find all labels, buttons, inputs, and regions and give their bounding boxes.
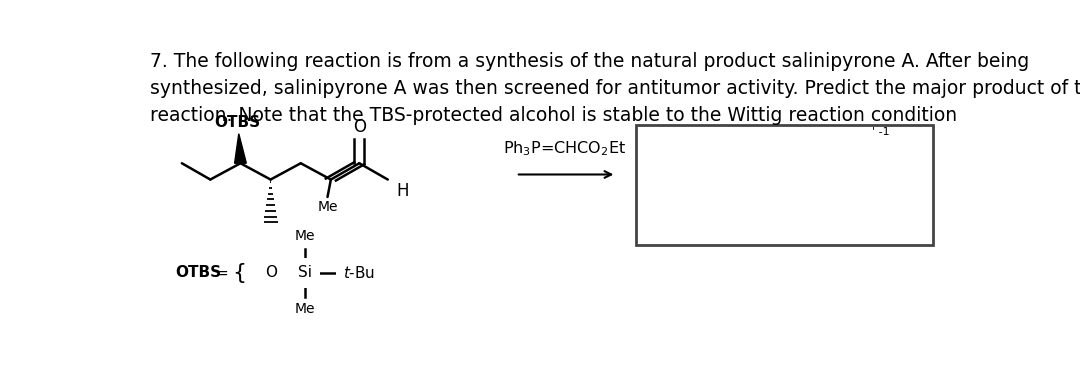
Text: Me: Me (295, 229, 315, 243)
Text: =: = (215, 265, 228, 280)
Polygon shape (234, 134, 246, 163)
Text: OTBS: OTBS (175, 265, 221, 280)
Text: ' -1: ' -1 (872, 127, 889, 137)
Text: Si: Si (298, 265, 312, 280)
Bar (635, 125, 933, 245)
Text: O: O (266, 265, 278, 280)
Text: Me: Me (318, 200, 338, 214)
Text: Me: Me (295, 302, 315, 316)
Text: OTBS: OTBS (214, 115, 260, 130)
Text: H: H (396, 182, 408, 200)
Text: {: { (232, 263, 246, 283)
Text: reaction. Note that the TBS-protected alcohol is stable to the Wittig reaction c: reaction. Note that the TBS-protected al… (150, 105, 957, 124)
Text: 7. The following reaction is from a synthesis of the natural product salinipyron: 7. The following reaction is from a synt… (150, 52, 1029, 71)
Text: $t$-Bu: $t$-Bu (343, 265, 376, 281)
Text: O: O (353, 118, 366, 136)
Text: synthesized, salinipyrone A was then screened for antitumor activity. Predict th: synthesized, salinipyrone A was then scr… (150, 79, 1080, 98)
Text: Ph$_3$P=CHCO$_2$Et: Ph$_3$P=CHCO$_2$Et (503, 139, 626, 158)
